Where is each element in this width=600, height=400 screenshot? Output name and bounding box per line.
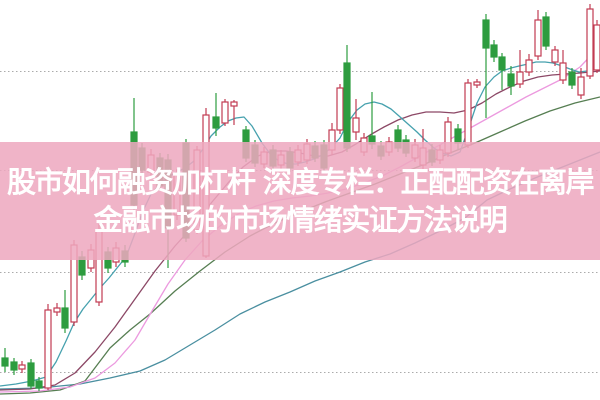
headline-line-2: 金融市场的市场情绪实证方法说明 [93,203,508,237]
headline-line-1: 股市如何融资加杠杆 深度专栏：正配配资在离岸 [6,165,595,199]
headline-banner: 股市如何融资加杠杆 深度专栏：正配配资在离岸 金融市场的市场情绪实证方法说明 [0,142,600,260]
